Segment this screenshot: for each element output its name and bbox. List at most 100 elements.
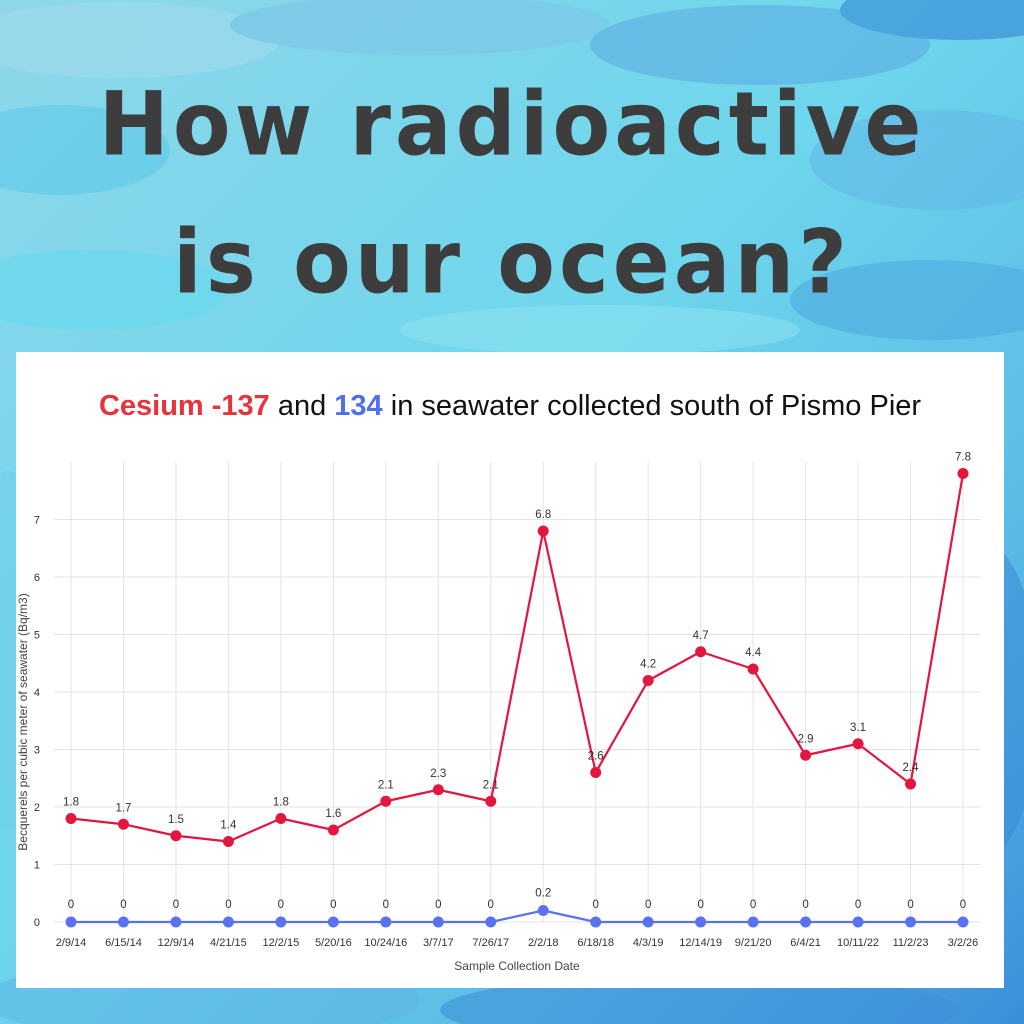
- y-tick-label: 1: [34, 860, 40, 872]
- data-label-cs134: 0: [802, 899, 808, 911]
- data-label-cs134: 0: [645, 899, 651, 911]
- data-point-cs137: [852, 738, 864, 750]
- data-point-cs137: [170, 830, 182, 842]
- chart-title-cs137: Cesium -137: [98, 390, 270, 422]
- y-tick-label: 6: [34, 572, 40, 584]
- x-tick-label: 2/9/14: [56, 937, 87, 949]
- x-tick-label: 6/4/21: [790, 937, 821, 949]
- y-tick-label: 7: [34, 515, 40, 527]
- data-point-cs134: [380, 916, 392, 928]
- data-point-cs137: [642, 675, 654, 686]
- data-point-cs134: [327, 916, 339, 928]
- data-label-cs137: 1.6: [325, 808, 341, 820]
- data-label-cs134: 0: [120, 899, 126, 911]
- chart-title-and: and: [269, 390, 335, 422]
- x-tick-label: 6/18/18: [577, 937, 614, 949]
- data-label-cs137: 2.3: [430, 768, 446, 780]
- headline-line-2: is our ocean?: [173, 210, 851, 314]
- data-label-cs134: 0: [383, 899, 389, 911]
- data-point-cs137: [432, 784, 444, 796]
- data-label-cs134: 0: [278, 899, 284, 911]
- data-point-cs134: [222, 916, 234, 928]
- x-tick-label: 12/2/15: [263, 937, 300, 949]
- line-chart: 2/9/14 6/15/14 12/9/14 4/21/15 12/2/15 5/20/1…: [16, 452, 980, 973]
- data-point-cs134: [275, 916, 287, 928]
- x-tick-label: 3/7/17: [423, 937, 454, 949]
- data-label-cs137: 3.1: [850, 722, 866, 734]
- data-label-cs134: 0: [697, 899, 703, 911]
- data-point-cs137: [747, 663, 759, 675]
- data-label-cs134: 0: [750, 899, 756, 911]
- data-point-cs134: [957, 916, 969, 928]
- data-point-cs137: [275, 813, 287, 824]
- data-point-cs137: [905, 778, 917, 790]
- data-label-cs134: 0: [855, 899, 861, 911]
- data-point-cs137: [695, 646, 707, 658]
- x-tick-label: 6/15/14: [105, 937, 142, 949]
- headline-line-1: How radioactive: [98, 72, 926, 176]
- data-label-cs134: 0.2: [535, 888, 551, 900]
- series-line-cs134: [71, 909, 963, 924]
- data-label-cs137: 1.4: [220, 820, 237, 832]
- chart-title-rest: in seawater collected south of Pismo Pie…: [382, 390, 922, 422]
- data-label-cs137: 2.1: [483, 779, 499, 791]
- data-label-cs137: 2.9: [798, 733, 814, 745]
- data-point-cs137: [590, 767, 602, 778]
- data-point-cs134: [590, 916, 602, 928]
- data-label-cs134: 0: [225, 899, 231, 911]
- data-point-cs134: [852, 916, 864, 928]
- x-tick-label: 4/3/19: [633, 937, 664, 949]
- data-label-cs137: 2.4: [903, 762, 920, 774]
- x-tick-label: 11/2/23: [893, 937, 929, 949]
- x-tick-label: 10/24/16: [364, 937, 407, 949]
- data-point-cs134: [537, 905, 549, 916]
- data-point-cs137: [117, 818, 129, 830]
- data-point-cs137: [380, 795, 392, 807]
- data-label-cs137: 7.8: [955, 452, 971, 464]
- data-point-cs134: [642, 916, 654, 928]
- data-point-cs137: [485, 795, 497, 807]
- x-tick-label: 4/21/15: [210, 937, 247, 949]
- data-point-cs137: [222, 836, 234, 847]
- x-tick-label: 12/14/19: [679, 937, 722, 949]
- data-point-cs134: [800, 916, 812, 928]
- data-label-cs137: 1.8: [63, 797, 79, 809]
- x-tick-label: 5/20/16: [315, 937, 352, 949]
- x-axis-label: Sample Collection Date: [454, 959, 580, 973]
- x-tick-label: 9/21/20: [735, 937, 772, 949]
- data-point-cs137: [65, 813, 77, 824]
- data-point-cs134: [905, 916, 917, 928]
- data-label-cs137: 2.1: [378, 779, 394, 791]
- data-point-cs134: [170, 916, 182, 928]
- x-tick-label: 3/2/26: [948, 937, 979, 949]
- x-tick-label: 10/11/22: [837, 937, 879, 949]
- data-point-cs137: [957, 468, 969, 479]
- x-tick-label: 7/26/17: [472, 937, 509, 949]
- data-point-cs134: [117, 916, 129, 928]
- x-tick-label: 2/2/18: [528, 937, 559, 949]
- data-point-cs137: [327, 824, 339, 836]
- data-point-cs134: [485, 916, 497, 928]
- y-tick-label: 2: [34, 802, 40, 814]
- x-tick-label: 12/9/14: [158, 937, 195, 949]
- data-label-cs137: 1.7: [115, 802, 131, 814]
- data-point-cs134: [747, 916, 759, 928]
- data-label-cs137: 2.6: [588, 751, 604, 763]
- data-label-cs134: 0: [488, 899, 494, 911]
- chart-panel: Cesium -137 and 134 in seawater collecte…: [16, 352, 1004, 988]
- data-label-cs134: 0: [435, 899, 441, 911]
- chart-title: Cesium -137 and 134 in seawater collecte…: [16, 390, 1004, 423]
- data-point-cs137: [537, 525, 549, 537]
- data-point-cs137: [800, 749, 812, 761]
- data-label-cs134: 0: [68, 899, 74, 911]
- data-point-cs134: [65, 916, 77, 928]
- data-label-cs137: 4.7: [693, 630, 709, 642]
- y-tick-label: 4: [34, 687, 40, 699]
- y-axis-label: Becquerels per cubic meter of seawater (…: [16, 593, 30, 850]
- data-label-cs134: 0: [330, 899, 336, 911]
- series-line-cs137: [70, 473, 965, 843]
- chart-title-cs134: 134: [334, 390, 383, 422]
- data-label-cs137: 1.8: [273, 797, 289, 809]
- data-label-cs137: 4.2: [640, 659, 656, 671]
- data-label-cs137: 6.8: [535, 509, 551, 521]
